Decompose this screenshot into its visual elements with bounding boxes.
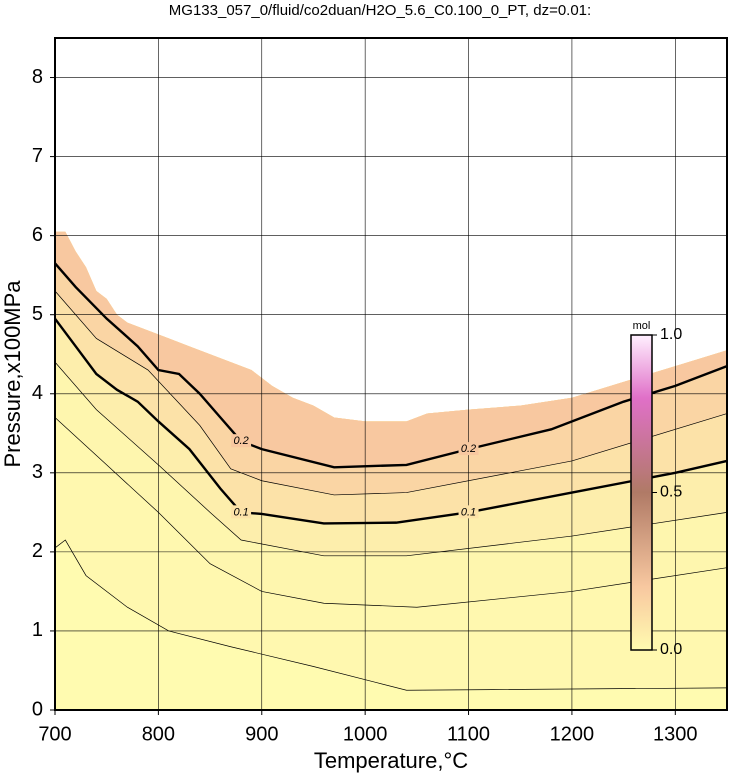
y-tick-label: 4 xyxy=(32,382,43,404)
x-tick-label: 1100 xyxy=(447,723,490,745)
contour-line xyxy=(54,417,728,608)
colorbar-tick-label: 1.0 xyxy=(660,326,682,343)
colorbar-tick-label: 0.0 xyxy=(660,641,682,658)
contour-label-bg xyxy=(231,434,252,448)
y-tick-label: 6 xyxy=(32,224,43,246)
y-tick-label: 1 xyxy=(32,619,43,641)
y-tick-label: 0 xyxy=(32,698,43,720)
y-tick-label: 8 xyxy=(32,66,43,88)
chart-title: MG133_057_0/fluid/co2duan/H2O_5.6_C0.100… xyxy=(169,2,591,19)
contour-line xyxy=(54,539,728,691)
contour-fill xyxy=(55,231,727,468)
contour-label: 0.2 xyxy=(233,435,248,447)
y-tick-label: 2 xyxy=(32,540,43,562)
contour-label-bg xyxy=(458,505,479,519)
contour-label: 0.2 xyxy=(461,443,476,455)
y-tick-label: 7 xyxy=(32,145,43,167)
contour-label: 0.1 xyxy=(461,506,476,518)
x-axis-title: Temperature,°C xyxy=(314,748,468,773)
plot-frame xyxy=(54,37,728,711)
contour-line xyxy=(54,317,728,525)
colorbar-title: mol xyxy=(633,320,651,332)
x-tick-label: 1300 xyxy=(653,723,698,745)
contour-label-bg xyxy=(458,442,479,456)
colorbar xyxy=(630,334,653,651)
y-tick-label: 5 xyxy=(32,303,43,325)
y-axis-title: Pressure,x100MPa xyxy=(0,280,25,468)
y-tick-label: 3 xyxy=(32,461,43,483)
x-tick-label: 700 xyxy=(38,723,71,745)
x-tick-label: 1200 xyxy=(550,723,595,745)
contour-label: 0.1 xyxy=(233,506,248,518)
contour-line xyxy=(54,361,728,557)
x-tick-label: 800 xyxy=(142,723,175,745)
x-tick-label: 900 xyxy=(245,723,278,745)
contour-label-bg xyxy=(231,505,252,519)
contour-fill xyxy=(55,231,727,495)
contour-line xyxy=(54,290,728,496)
x-tick-label: 1000 xyxy=(343,723,388,745)
colorbar-tick-label: 0.5 xyxy=(660,484,682,501)
